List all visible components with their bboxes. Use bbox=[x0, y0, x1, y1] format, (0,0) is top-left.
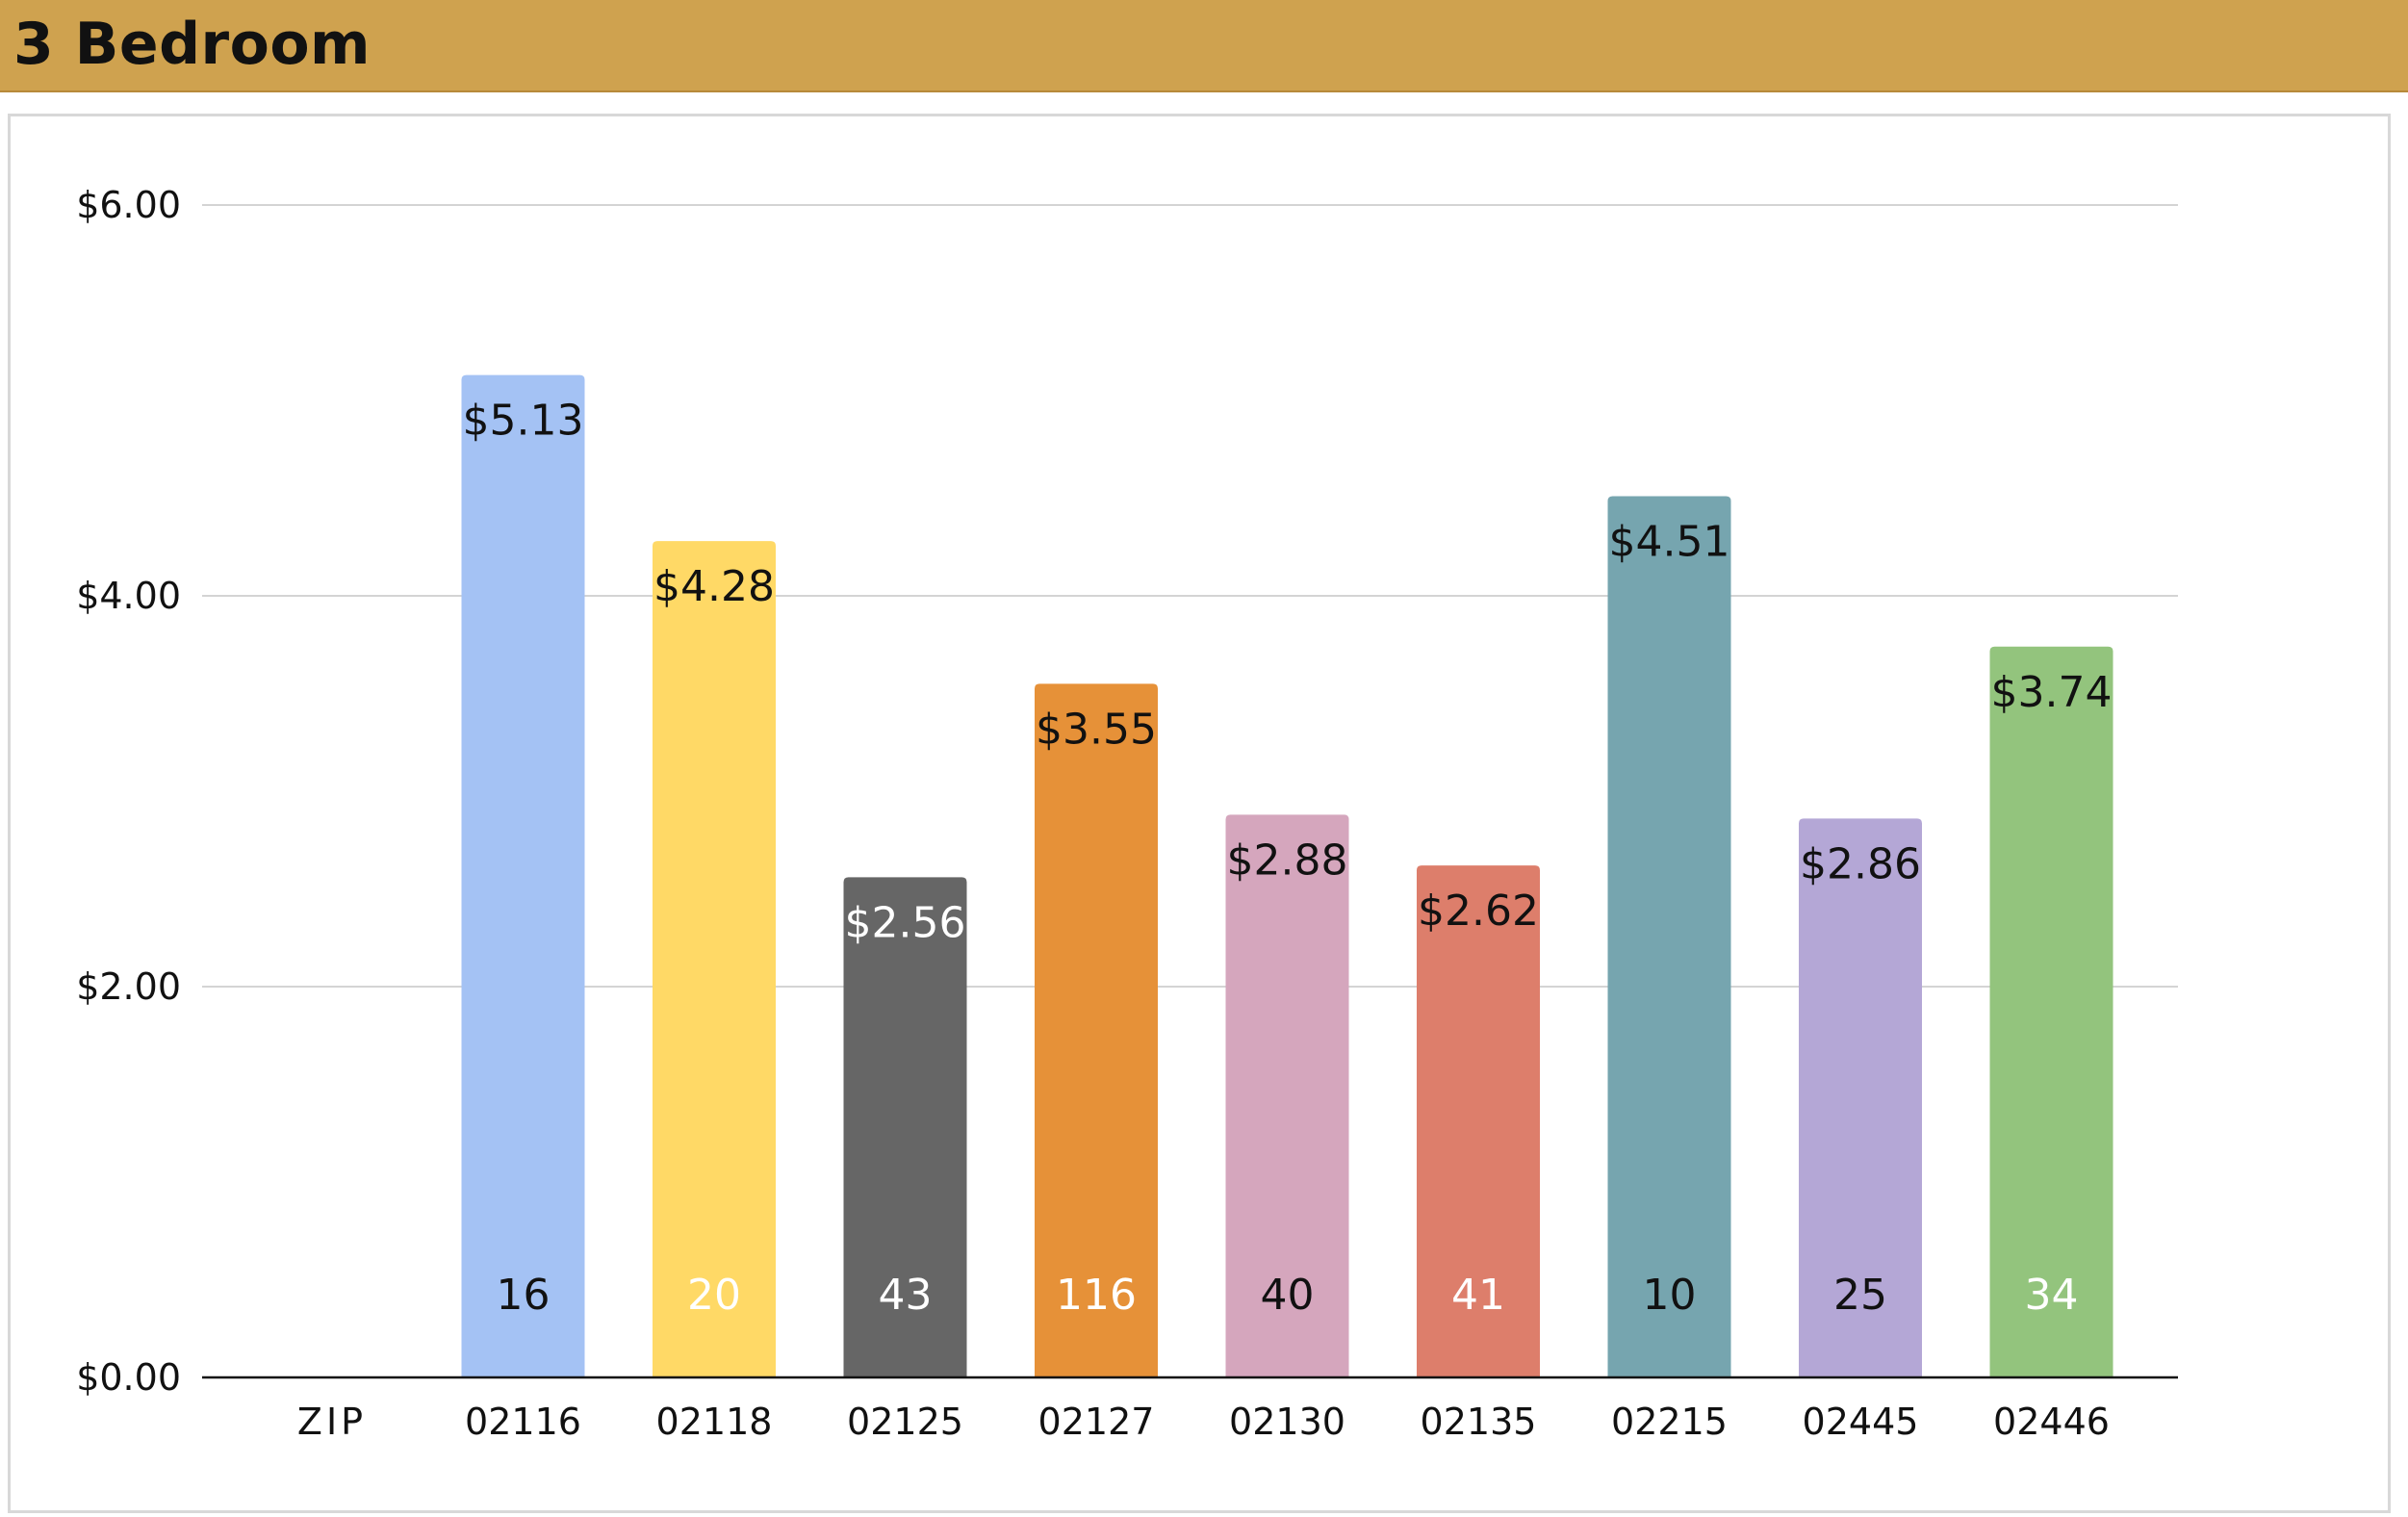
y-tick-label: $2.00 bbox=[76, 965, 181, 1008]
bar-value-label: $4.28 bbox=[653, 562, 775, 611]
bar-value-label: $2.62 bbox=[1418, 887, 1539, 936]
bar bbox=[1035, 683, 1158, 1377]
bar-count-label: 43 bbox=[879, 1271, 933, 1320]
bar-count-label: 16 bbox=[497, 1271, 551, 1320]
bar-value-label: $3.55 bbox=[1036, 705, 1157, 754]
bar-count-label: 41 bbox=[1451, 1271, 1505, 1320]
bar bbox=[653, 541, 776, 1377]
x-tick-label: 02215 bbox=[1611, 1401, 1728, 1443]
x-tick-label: 02445 bbox=[1803, 1401, 1919, 1443]
bar bbox=[1799, 818, 1922, 1377]
y-tick-label: $4.00 bbox=[76, 575, 181, 617]
bar bbox=[461, 374, 585, 1377]
bar-value-label: $2.88 bbox=[1227, 836, 1348, 885]
bar-value-label: $5.13 bbox=[463, 397, 584, 446]
x-tick-label: 02118 bbox=[656, 1401, 773, 1443]
bar-count-label: 10 bbox=[1643, 1271, 1697, 1320]
bar-count-label: 40 bbox=[1261, 1271, 1315, 1320]
x-tick-label: 02446 bbox=[1993, 1401, 2110, 1443]
bar bbox=[1989, 646, 2113, 1377]
bar-value-label: $4.51 bbox=[1609, 517, 1730, 566]
page-title: 3 Bedroom bbox=[13, 11, 371, 78]
x-tick-label: 02116 bbox=[465, 1401, 581, 1443]
x-tick-label: ZIP bbox=[297, 1401, 367, 1443]
bar bbox=[843, 877, 967, 1377]
x-tick-label: 02135 bbox=[1421, 1401, 1537, 1443]
bar-value-label: $2.86 bbox=[1800, 839, 1921, 888]
bar-count-label: 34 bbox=[2025, 1271, 2079, 1320]
bar-value-label: $2.56 bbox=[845, 898, 966, 947]
bar bbox=[1225, 814, 1349, 1377]
bar-value-label: $3.74 bbox=[1991, 668, 2113, 717]
x-tick-label: 02125 bbox=[847, 1401, 963, 1443]
y-tick-label: $6.00 bbox=[76, 184, 181, 226]
bar-count-label: 25 bbox=[1833, 1271, 1887, 1320]
bar-count-label: 116 bbox=[1056, 1271, 1137, 1320]
y-tick-label: $0.00 bbox=[76, 1356, 181, 1399]
header-bar: 3 Bedroom bbox=[0, 0, 2408, 92]
bar bbox=[1417, 865, 1540, 1377]
x-tick-label: 02127 bbox=[1038, 1401, 1155, 1443]
x-tick-label: 02130 bbox=[1229, 1401, 1345, 1443]
bar-count-label: 20 bbox=[687, 1271, 741, 1320]
bar bbox=[1607, 496, 1731, 1377]
